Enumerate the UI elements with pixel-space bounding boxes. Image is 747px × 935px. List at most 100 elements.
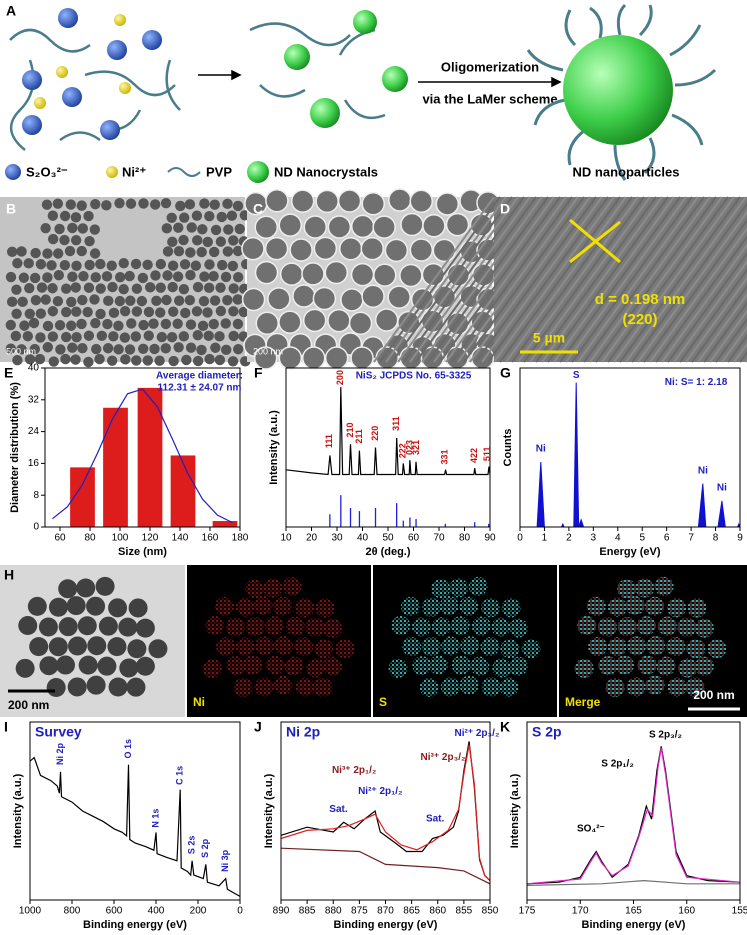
particle (350, 346, 374, 370)
particle (491, 617, 511, 637)
particle (95, 576, 115, 596)
particle (91, 343, 102, 355)
chart-title: Ni 2p (286, 724, 320, 740)
x-axis-label: Energy (eV) (599, 546, 660, 558)
lattice-fringe (535, 196, 657, 363)
particle (143, 330, 154, 341)
particle (694, 656, 714, 676)
particle (11, 284, 22, 295)
particle (305, 617, 325, 637)
particle (636, 616, 656, 636)
annotation: 511 (482, 447, 492, 462)
particle (214, 354, 226, 366)
x-axis-label: Binding energy (eV) (582, 919, 686, 931)
x-tick-label: 885 (299, 906, 316, 917)
particle (77, 223, 89, 234)
particle (40, 223, 51, 234)
particle (210, 224, 222, 236)
legend-text: PVP (206, 164, 232, 179)
lattice-fringe (571, 196, 693, 363)
y-tick-label: 8 (33, 490, 39, 501)
lattice-fringe (553, 196, 675, 363)
y-tick-label: 24 (28, 426, 40, 437)
panel-label: J (254, 719, 262, 735)
lattice-fringe (643, 218, 747, 363)
particle (106, 355, 118, 366)
particle (113, 320, 124, 332)
particle (245, 617, 265, 637)
annotation: Ni²⁺ 2p₃/₂ (454, 728, 499, 739)
annotation: 211 (354, 429, 364, 444)
particle (284, 656, 304, 676)
lattice-fringe (703, 301, 747, 363)
particle (54, 223, 65, 235)
particle (289, 238, 313, 262)
lattice-fringe (673, 259, 747, 363)
particle (168, 306, 179, 317)
x-tick-label: 40 (357, 533, 369, 544)
particle (94, 353, 105, 365)
particle (179, 259, 191, 270)
particle (617, 617, 637, 637)
x-tick-label: 80 (84, 533, 96, 544)
particle (481, 677, 501, 697)
pvp-chains (9, 22, 386, 151)
x-axis-label: Binding energy (eV) (83, 919, 187, 931)
x-tick-label: 860 (429, 906, 446, 917)
particle (35, 259, 47, 270)
particle (306, 658, 326, 678)
particle (173, 342, 184, 353)
lattice-fringe (529, 196, 651, 363)
x-tick-label: 140 (172, 533, 189, 544)
particle (156, 331, 168, 343)
lattice-fringe (691, 284, 747, 363)
particle (232, 318, 244, 330)
particle (677, 617, 697, 637)
annotation: 111 (324, 434, 334, 448)
particle (89, 294, 100, 305)
particle (439, 596, 459, 616)
particle (409, 189, 434, 214)
particle (216, 211, 227, 223)
particle (52, 198, 64, 209)
annotation: 321 (411, 440, 421, 455)
lattice-fringe (385, 196, 507, 363)
ligands (526, 3, 717, 181)
particle (440, 677, 460, 697)
lattice-fringe (565, 196, 687, 363)
lattice-fringe (439, 196, 561, 363)
x-tick-label: 160 (678, 906, 695, 917)
particle (55, 655, 75, 675)
x-tick-label: 0 (237, 906, 243, 917)
x-tick-label: 165 (625, 906, 642, 917)
particle (303, 215, 327, 239)
arrow-text: via the LaMer scheme (422, 91, 557, 106)
particle (101, 200, 112, 211)
annotation: Sat. (329, 804, 348, 815)
particle (185, 247, 196, 258)
particle (232, 294, 243, 305)
particle (186, 222, 197, 233)
particle (294, 637, 314, 657)
particle (59, 234, 70, 246)
particle (255, 311, 279, 335)
particle (399, 263, 423, 288)
particle (267, 287, 291, 311)
particle (178, 283, 190, 295)
particle (118, 258, 129, 269)
particle (127, 639, 147, 659)
particle (666, 637, 686, 657)
panel-label: A (6, 3, 16, 19)
particle (96, 330, 108, 341)
particle (55, 344, 66, 355)
lattice-fringe (661, 243, 747, 363)
y-tick-label: 32 (28, 394, 40, 405)
lattice-fringe (469, 196, 591, 363)
particle (76, 318, 87, 330)
particle (126, 318, 137, 329)
particle (42, 342, 53, 353)
lattice-fringe (721, 325, 747, 363)
particle (234, 223, 245, 235)
particle (175, 200, 186, 212)
